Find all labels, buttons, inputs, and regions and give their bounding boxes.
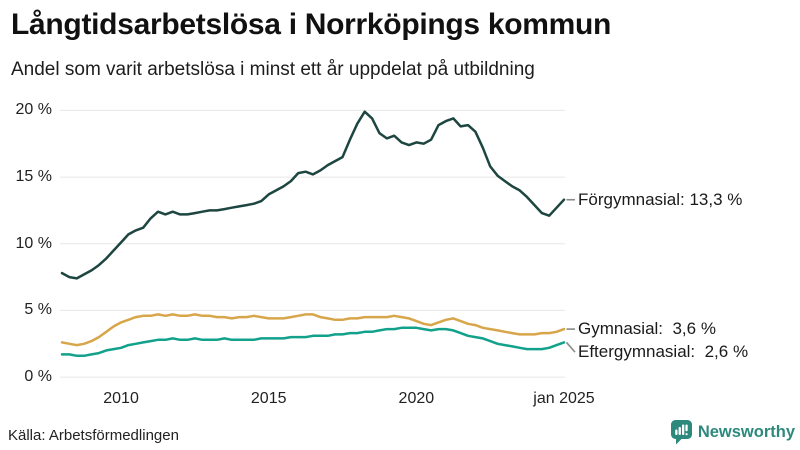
source-note: Källa: Arbetsförmedlingen [8,427,179,444]
line-gymnasial [60,313,566,347]
newsworthy-wordmark: Newsworthy [697,423,795,441]
annotation-connectors [565,198,576,353]
annotation-connector [565,341,576,353]
x-tick-2020: 2020 [398,390,435,407]
y-tick-20: 20 % [15,101,52,119]
line-forgymnasial [60,110,566,280]
x-tick-jan-2025: jan 2025 [533,390,595,407]
y-tick-5: 5 % [24,301,52,319]
series-label-eftergymnasial: Eftergymnasial: 2,6 % [578,342,749,362]
chart-subtitle: Andel som varit arbetslösa i minst ett å… [11,59,535,80]
series-label-gymnasial: Gymnasial: 3,6 % [578,319,716,339]
x-tick-2010: 2010 [103,390,139,407]
gridlines [60,109,565,378]
newsworthy-logo[interactable]: Newsworthy [670,420,795,445]
y-tick-10: 10 % [15,234,52,252]
x-tick-2015: 2015 [250,390,287,407]
newsworthy-icon [670,420,692,445]
y-tick-15: 15 % [15,168,52,186]
series-label-forgymnasial: Förgymnasial: 13,3 % [578,189,743,209]
chart-title: Långtidsarbetslösa i Norrköpings kommun [11,8,612,41]
line-eftergymnasial [60,326,566,358]
y-tick-0: 0 % [24,368,52,386]
